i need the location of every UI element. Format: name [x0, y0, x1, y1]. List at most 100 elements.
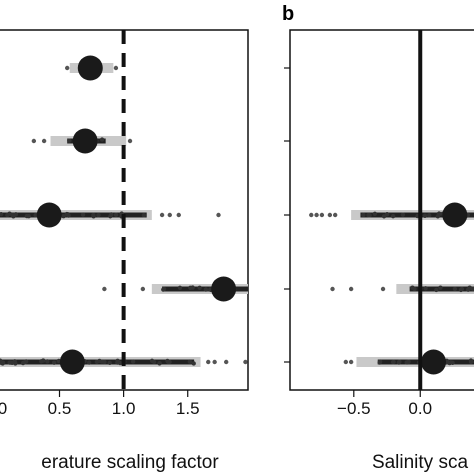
plot-frame	[289, 29, 474, 391]
sample-point	[96, 212, 101, 218]
sample-point	[141, 213, 147, 218]
sample-point	[197, 285, 202, 290]
sample-point	[99, 359, 105, 364]
sample-point	[157, 360, 162, 366]
sample-point	[80, 212, 86, 217]
estimate-point	[211, 276, 237, 302]
sample-point	[404, 360, 409, 365]
sample-point	[422, 213, 428, 219]
panel-temperature: 0.0 0.5 1.0 1.5 erature scaling factor	[0, 29, 249, 473]
sample-point	[468, 358, 474, 363]
sample-point	[86, 360, 92, 365]
outlier-point	[380, 286, 386, 292]
outlier-point	[167, 212, 172, 218]
sample-point	[445, 359, 450, 365]
sample-point	[381, 214, 387, 219]
sample-point	[372, 211, 378, 216]
outlier-point	[332, 212, 338, 218]
outlier-point	[41, 138, 47, 144]
sample-point	[435, 214, 441, 219]
sample-point	[450, 360, 455, 365]
sample-point	[452, 286, 458, 292]
sample-point	[26, 214, 31, 219]
estimate-point	[72, 128, 98, 154]
sample-point	[13, 212, 19, 217]
panel-salinity: b−0.50.00.5Salinity sca	[282, 3, 474, 473]
sample-point	[39, 359, 44, 364]
sample-point	[384, 212, 390, 217]
sample-point	[427, 213, 432, 218]
sample-point	[434, 287, 439, 293]
outlier-point	[314, 212, 319, 218]
sample-point	[458, 287, 464, 293]
outlier-point	[127, 138, 133, 144]
sample-point	[390, 359, 396, 365]
sample-point	[99, 137, 105, 142]
estimate-point	[59, 349, 85, 375]
outlier-point	[206, 359, 211, 365]
sample-point	[161, 287, 166, 292]
sample-point	[7, 360, 12, 365]
outlier-point	[243, 359, 248, 365]
outlier-point	[309, 212, 314, 218]
outlier-point	[330, 286, 335, 292]
sample-point	[177, 285, 183, 290]
outlier-point	[176, 212, 181, 218]
sample-point	[190, 285, 195, 290]
sample-point	[51, 360, 57, 365]
sample-point	[0, 360, 6, 365]
sample-point	[94, 359, 100, 365]
x-axis-label: Salinity sca	[372, 452, 469, 473]
outlier-point	[348, 359, 354, 365]
interval-bar	[0, 212, 147, 218]
sample-point	[191, 361, 196, 366]
x-tick-label: 0.0	[0, 399, 7, 418]
outlier-point	[319, 212, 325, 218]
estimate-point	[77, 55, 103, 81]
outlier-point	[159, 212, 165, 218]
sample-point	[438, 285, 443, 290]
outlier-point	[64, 65, 70, 71]
x-tick-label: 1.5	[176, 399, 200, 418]
outlier-point	[224, 359, 229, 365]
x-axis-label: erature scaling factor	[41, 452, 219, 473]
outlier-point	[216, 212, 221, 218]
estimate-point	[442, 202, 468, 228]
estimate-point	[421, 349, 447, 375]
sample-point	[61, 213, 66, 219]
sample-point	[377, 360, 382, 365]
outlier-point	[212, 359, 217, 365]
sample-point	[149, 358, 155, 364]
x-tick-label: 0.0	[408, 399, 432, 418]
sample-point	[396, 360, 402, 365]
sample-point	[390, 214, 396, 219]
sample-point	[203, 287, 209, 292]
panel-letter: b	[282, 3, 294, 25]
outlier-point	[348, 286, 354, 292]
sample-point	[423, 286, 428, 291]
outlier-point	[102, 286, 107, 292]
x-tick-label: 0.5	[48, 399, 72, 418]
sample-point	[115, 358, 120, 363]
sample-point	[20, 360, 26, 366]
sample-point	[130, 359, 136, 364]
sample-point	[108, 214, 113, 219]
sample-point	[0, 211, 4, 217]
outlier-point	[343, 359, 349, 365]
sample-point	[361, 212, 366, 218]
sample-point	[107, 360, 112, 366]
x-tick-label: −0.5	[337, 399, 371, 418]
sample-point	[64, 211, 70, 217]
sample-point	[45, 359, 50, 364]
sample-point	[366, 212, 371, 218]
sample-point	[7, 211, 12, 216]
outlier-point	[31, 138, 37, 144]
sample-point	[67, 138, 72, 143]
x-tick-label: 1.0	[112, 399, 136, 418]
sample-point	[165, 358, 170, 364]
outlier-point	[327, 212, 333, 218]
estimate-point	[36, 202, 62, 228]
sample-point	[187, 359, 193, 364]
plot-frame	[0, 29, 249, 391]
